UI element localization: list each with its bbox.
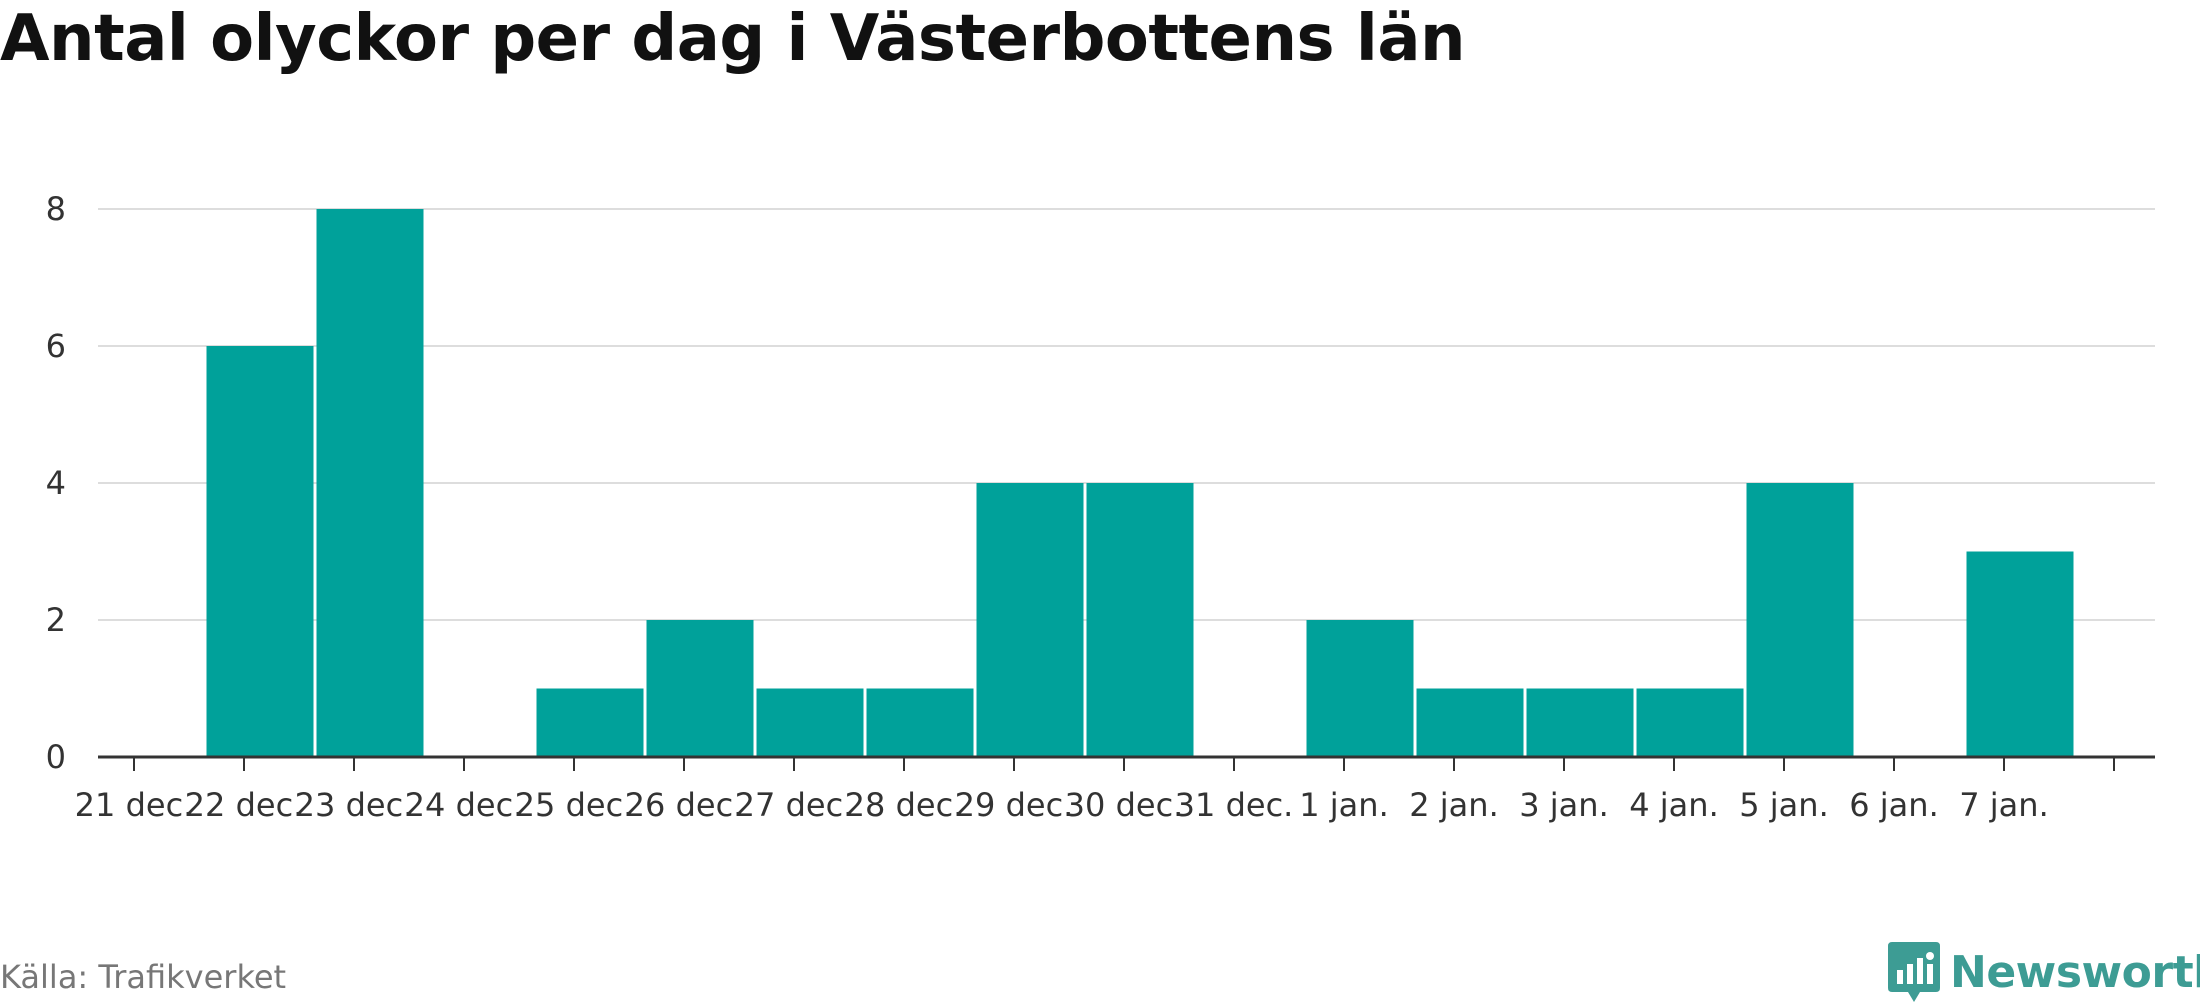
x-tick-label: 22 dec.	[185, 786, 304, 824]
x-tick-label: 30 dec.	[1065, 786, 1184, 824]
x-axis	[98, 755, 2155, 771]
y-tick-label: 4	[46, 464, 66, 502]
x-tick-label: 28 dec.	[845, 786, 964, 824]
y-tick-label: 2	[46, 601, 66, 639]
bars	[206, 209, 2074, 757]
chart-plot: 0 2 4 6 8 21 dec.22 dec.23 dec.24 dec.25 dec…	[46, 190, 2155, 824]
x-tick-label: 7 jan.	[1959, 786, 2048, 824]
x-tick-label: 1 jan.	[1299, 786, 1388, 824]
bar	[866, 688, 974, 757]
y-tick-label: 0	[46, 738, 66, 776]
x-tick-label: 21 dec.	[75, 786, 194, 824]
source-note: Källa: Trafikverket	[0, 958, 287, 996]
bar	[1636, 688, 1744, 757]
bar	[206, 346, 314, 757]
x-tick-label: 4 jan.	[1629, 786, 1718, 824]
brand-logo: Newsworthy	[1888, 940, 2200, 1004]
x-tick-label: 26 dec.	[625, 786, 744, 824]
y-tick-label: 8	[46, 190, 66, 228]
brand-name: Newsworthy	[1950, 946, 2200, 998]
x-tick-label: 5 jan.	[1739, 786, 1828, 824]
x-tick-label: 31 dec.	[1175, 786, 1294, 824]
bar	[536, 688, 644, 757]
x-tick-label: 2 jan.	[1409, 786, 1498, 824]
x-tick-label: 6 jan.	[1849, 786, 1938, 824]
x-tick-label: 27 dec.	[735, 786, 854, 824]
x-tick-label: 24 dec.	[405, 786, 524, 824]
bar-chart-speech-bubble-icon	[1888, 942, 1940, 1002]
x-tick-labels: 21 dec.22 dec.23 dec.24 dec.25 dec.26 de…	[75, 786, 2049, 824]
x-tick-label: 3 jan.	[1519, 786, 1608, 824]
bar	[1416, 688, 1524, 757]
x-tick-label: 23 dec.	[295, 786, 414, 824]
bar	[316, 209, 424, 757]
x-tick-label: 29 dec.	[955, 786, 1074, 824]
bar	[1746, 483, 1854, 757]
bar	[1966, 551, 2074, 757]
bar	[976, 483, 1084, 757]
y-tick-label: 6	[46, 327, 66, 365]
bar	[1526, 688, 1634, 757]
bar	[1086, 483, 1194, 757]
bar	[1306, 620, 1414, 757]
chart-title: Antal olyckor per dag i Västerbottens lä…	[0, 2, 1466, 76]
x-tick-label: 25 dec.	[515, 786, 634, 824]
bar	[646, 620, 754, 757]
y-tick-labels: 0 2 4 6 8	[46, 190, 66, 776]
bar	[756, 688, 864, 757]
